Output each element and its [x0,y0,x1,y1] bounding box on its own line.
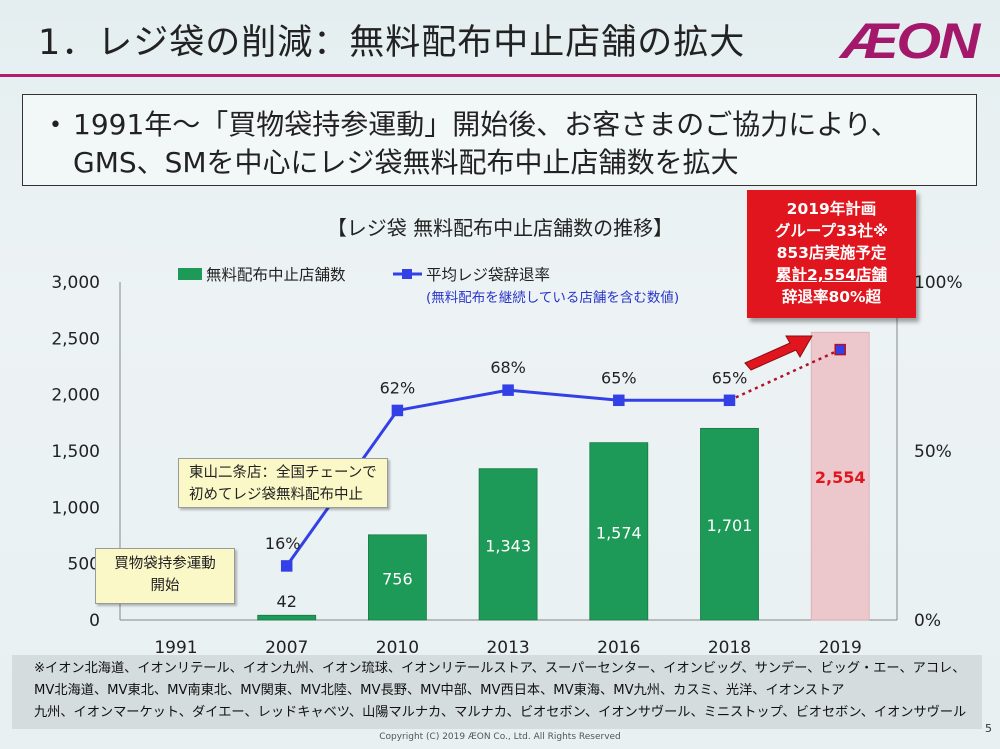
line-point [280,560,293,572]
summary-line-2: GMS、SMを中心にレジ袋無料配布中止店舗数を拡大 [73,146,739,179]
line-point [502,384,514,396]
y-tick-right-label: 100% [914,273,963,293]
plan-line-5: 辞退率80%超 [781,288,882,306]
bar-value-label: 1,574 [596,523,642,542]
legend-label-line: 平均レジ袋辞退率 [426,266,550,284]
footnote-line-1: ※イオン北海道、イオンリテール、イオン九州、イオン琉球、イオンリテールストア、ス… [34,661,966,676]
page-number: 5 [985,722,992,735]
x-tick-label: 1991 [154,638,197,658]
y-tick-left-label: 2,500 [51,329,100,349]
line-point [834,343,846,356]
callout-2007-line-2: 初めてレジ袋無料配布中止 [189,487,363,503]
bar-series: 42 756 1,343 1,574 1,701 2,554 [257,331,870,621]
bullet-icon: • [49,113,62,138]
bar-value-label: 1,701 [707,516,753,535]
line-value-label: 65% [712,368,748,387]
legend-note: (無料配布を継続している店舗を含む数値) [426,290,679,306]
x-tick-label: 2018 [708,638,751,658]
bar [810,331,870,621]
plan-line-3: 853店実施予定 [776,244,887,262]
bar-value-label: 42 [277,592,297,611]
y-tick-left-label: 2,000 [51,386,100,406]
title-divider [0,74,1000,77]
y-tick-left-label: 500 [68,555,100,575]
callout-1991: 買物袋持参運動 開始 [95,548,235,604]
bar-value-label: 1,343 [485,536,531,555]
callout-2007-line-1: 東山二条店：全国チェーンで [189,465,377,481]
line-value-label: 68% [490,358,526,377]
plan-line-4: 累計2,554店舗 [775,266,888,284]
line-point [391,404,404,417]
footnote-line-2: MV北海道、MV東北、MV南東北、MV関東、MV北陸、MV長野、MV中部、MV西… [34,683,845,698]
bar [367,534,427,621]
summary-box: • 1991年～「買物袋持参運動」開始後、お客さまのご協力により、 GMS、SM… [22,94,977,186]
y-tick-right-label: 50% [914,442,952,462]
x-tick-label: 2010 [376,638,419,658]
line-value-label: 16% [265,534,301,553]
bar [478,468,538,621]
callout-1991-line-1: 買物袋持参運動 [114,556,216,572]
y-tick-right-label: 0% [914,611,941,631]
y-tick-left-label: 3,000 [51,273,100,293]
bar [589,442,649,621]
plan-2019-box: 2019年計画 グループ33社※ 853店実施予定 累計2,554店舗 辞退率8… [747,190,916,318]
footnote-box: ※イオン北海道、イオンリテール、イオン九州、イオン琉球、イオンリテールストア、ス… [12,655,982,729]
x-tick-label: 2007 [265,638,308,658]
callout-2007: 東山二条店：全国チェーンで 初めてレジ袋無料配布中止 [178,458,388,508]
bar [257,614,317,621]
aeon-logo: ÆON [841,13,980,69]
plan-line-1: 2019年計画 [786,200,877,218]
x-tick-label: 2019 [819,638,862,658]
plan-line-2: グループ33社※ [774,222,889,240]
line-point [723,394,736,407]
plan-arrow-icon [744,335,813,371]
summary-line-1: 1991年～「買物袋持参運動」開始後、お客さまのご協力により、 [73,108,899,141]
line-value-label: 62% [380,378,416,397]
chart-axes: 0 500 1,000 1,500 2,000 2,500 3,000 0% 50% 100% 19… [51,273,962,658]
chart-title: 【レジ袋 無料配布中止店舗数の推移】 [326,216,674,240]
bar-value-label: 756 [382,569,413,588]
line-value-label: 65% [601,368,637,387]
slide-title: 1．レジ袋の削減：無料配布中止店舗の拡大 [38,23,746,63]
bar-value-label: 2,554 [815,468,866,487]
y-tick-left-label: 1,000 [51,498,100,518]
x-tick-label: 2013 [486,638,529,658]
line-point [613,394,625,407]
y-tick-left-label: 0 [89,611,100,631]
legend-label-bar: 無料配布中止店舗数 [206,266,346,284]
legend-swatch-bar [178,268,202,280]
bar [700,427,759,621]
footnote-line-3: 九州、イオンマーケット、ダイエー、レッドキャベツ、山陽マルナカ、マルナカ、ビオセ… [34,705,967,720]
callout-1991-line-2: 開始 [150,578,180,594]
y-tick-left-label: 1,500 [51,442,100,462]
copyright: Copyright (C) 2019 ÆON Co., Ltd. All Rig… [379,732,621,742]
x-tick-label: 2016 [597,638,640,658]
chart-legend: 無料配布中止店舗数 平均レジ袋辞退率 (無料配布を継続している店舗を含む数値) [178,266,679,306]
legend-marker-line [402,269,412,279]
